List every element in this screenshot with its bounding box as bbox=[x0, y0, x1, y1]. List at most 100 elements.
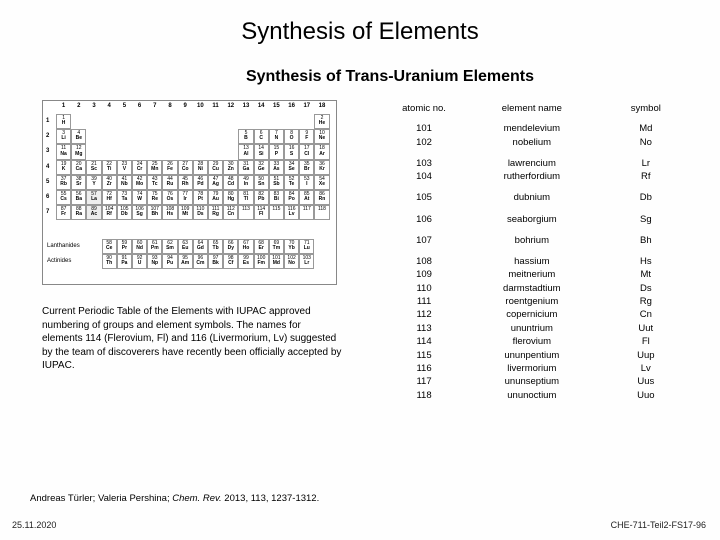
periodic-cell: 72Hf bbox=[102, 190, 117, 205]
periodic-cell: 117 bbox=[299, 205, 314, 220]
periodic-cell: 24Cr bbox=[132, 160, 147, 175]
table-cell: 103 bbox=[384, 157, 464, 170]
table-cell: ununtrium bbox=[464, 322, 600, 335]
periodic-cell: 104Rf bbox=[102, 205, 117, 220]
table-cell: Cn bbox=[600, 308, 692, 321]
table-cell: Uus bbox=[600, 375, 692, 388]
periodic-cell: 84Po bbox=[284, 190, 299, 205]
periodic-cell: 70Yb bbox=[284, 239, 299, 254]
table-row: 110darmstadtiumDs bbox=[384, 281, 692, 294]
table-row: 117ununseptiumUus bbox=[384, 375, 692, 388]
periodic-cell: 36Kr bbox=[314, 160, 329, 175]
group-label: 6 bbox=[132, 103, 147, 109]
periodic-cell: 80Hg bbox=[223, 190, 238, 205]
periodic-cell: 47Ag bbox=[208, 175, 223, 190]
citation-journal: Chem. Rev. bbox=[172, 493, 221, 504]
periodic-cell: 11Na bbox=[56, 144, 71, 159]
periodic-cell: 89Ac bbox=[86, 205, 101, 220]
table-cell: bohrium bbox=[464, 234, 600, 255]
periodic-cell: 8O bbox=[284, 129, 299, 144]
table-cell: Sg bbox=[600, 212, 692, 233]
periodic-cell: 111Rg bbox=[208, 205, 223, 220]
periodic-cell: 57La bbox=[86, 190, 101, 205]
group-label: 16 bbox=[284, 103, 299, 109]
periodic-cell: 88Ra bbox=[71, 205, 86, 220]
period-label: 3 bbox=[46, 148, 49, 154]
group-label: 5 bbox=[117, 103, 132, 109]
periodic-cell: 42Mo bbox=[132, 175, 147, 190]
periodic-cell: 33As bbox=[269, 160, 284, 175]
table-cell: Bh bbox=[600, 234, 692, 255]
table-cell: livermorium bbox=[464, 362, 600, 375]
periodic-cell: 59Pr bbox=[117, 239, 132, 254]
periodic-cell: 23V bbox=[117, 160, 132, 175]
periodic-cell: 25Mn bbox=[147, 160, 162, 175]
periodic-cell: 28Ni bbox=[193, 160, 208, 175]
table-cell: 107 bbox=[384, 234, 464, 255]
periodic-cell: 2He bbox=[314, 114, 329, 129]
periodic-cell: 118 bbox=[314, 205, 329, 220]
table-cell: 110 bbox=[384, 281, 464, 294]
periodic-cell: 92U bbox=[132, 254, 147, 269]
table-row: 114fleroviumFl bbox=[384, 335, 692, 348]
table-cell: ununpentium bbox=[464, 348, 600, 361]
periodic-cell: 27Co bbox=[178, 160, 193, 175]
periodic-cell: 19K bbox=[56, 160, 71, 175]
periodic-cell: 46Pd bbox=[193, 175, 208, 190]
periodic-cell: 65Tb bbox=[208, 239, 223, 254]
table-cell: 118 bbox=[384, 388, 464, 401]
periodic-cell: 6C bbox=[254, 129, 269, 144]
periodic-cell: 18Ar bbox=[314, 144, 329, 159]
periodic-cell: 13Al bbox=[238, 144, 253, 159]
lanthanides-label: Lanthanides bbox=[47, 243, 80, 249]
page-title: Synthesis of Elements bbox=[0, 0, 720, 46]
periodic-cell: 48Cd bbox=[223, 175, 238, 190]
periodic-cell: 38Sr bbox=[71, 175, 86, 190]
period-label: 7 bbox=[46, 209, 49, 215]
table-cell: 104 bbox=[384, 170, 464, 191]
periodic-cell: 53I bbox=[299, 175, 314, 190]
table-cell: 114 bbox=[384, 335, 464, 348]
table-row: 107bohriumBh bbox=[384, 234, 692, 255]
periodic-cell: 82Pb bbox=[254, 190, 269, 205]
table-row: 113ununtriumUut bbox=[384, 322, 692, 335]
table-header-row: atomic no. element name symbol bbox=[384, 100, 692, 122]
table-row: 118ununoctiumUuo bbox=[384, 388, 692, 401]
table-cell: mendelevium bbox=[464, 122, 600, 135]
periodic-cell: 96Cm bbox=[193, 254, 208, 269]
group-label: 12 bbox=[223, 103, 238, 109]
periodic-cell: 41Nb bbox=[117, 175, 132, 190]
periodic-cell: 66Dy bbox=[223, 239, 238, 254]
periodic-cell: 3Li bbox=[56, 129, 71, 144]
periodic-cell: 102No bbox=[284, 254, 299, 269]
periodic-cell: 106Sg bbox=[132, 205, 147, 220]
periodic-cell: 58Ce bbox=[102, 239, 117, 254]
table-cell: Lv bbox=[600, 362, 692, 375]
table-cell: 106 bbox=[384, 212, 464, 233]
periodic-cell: 68Er bbox=[254, 239, 269, 254]
periodic-cell: 29Cu bbox=[208, 160, 223, 175]
table-row: 105dubniumDb bbox=[384, 191, 692, 212]
col-symbol: symbol bbox=[600, 100, 692, 122]
periodic-cell: 113 bbox=[238, 205, 253, 220]
periodic-cell: 15P bbox=[269, 144, 284, 159]
citation-rest: 2013, 113, 1237-1312. bbox=[222, 493, 320, 504]
table-cell: 112 bbox=[384, 308, 464, 321]
periodic-cell: 1H bbox=[56, 114, 71, 129]
periodic-cell: 14Si bbox=[254, 144, 269, 159]
periodic-cell: 49In bbox=[238, 175, 253, 190]
periodic-cell: 97Bk bbox=[208, 254, 223, 269]
table-cell: darmstadtium bbox=[464, 281, 600, 294]
table-cell: 111 bbox=[384, 295, 464, 308]
periodic-cell: 64Gd bbox=[193, 239, 208, 254]
group-label: 18 bbox=[314, 103, 329, 109]
periodic-cell: 98Cf bbox=[223, 254, 238, 269]
table-cell: Lr bbox=[600, 157, 692, 170]
periodic-cell: 73Ta bbox=[117, 190, 132, 205]
citation-authors: Andreas Türler; Valeria Pershina; bbox=[30, 493, 172, 504]
table-cell: 101 bbox=[384, 122, 464, 135]
periodic-cell: 7N bbox=[269, 129, 284, 144]
periodic-cell: 108Hs bbox=[162, 205, 177, 220]
periodic-cell: 4Be bbox=[71, 129, 86, 144]
periodic-cell: 37Rb bbox=[56, 175, 71, 190]
